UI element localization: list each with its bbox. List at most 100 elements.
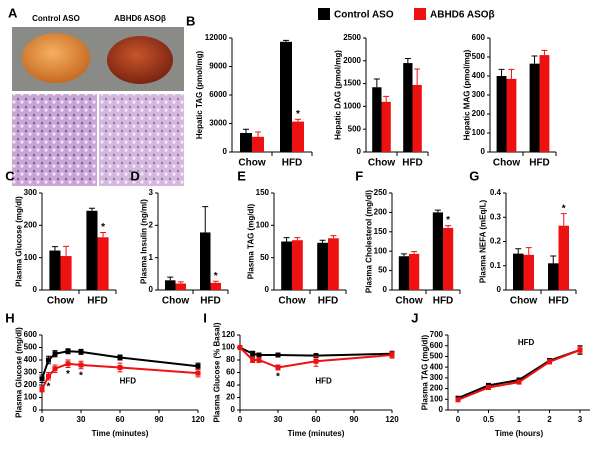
legend-swatch [318, 8, 330, 20]
point [389, 352, 395, 358]
y-tick-label: 50 [260, 253, 269, 262]
bar [403, 63, 413, 152]
point [256, 352, 262, 358]
y-tick-label: 100 [222, 343, 236, 352]
bar [381, 101, 391, 152]
point [46, 357, 51, 363]
point [275, 352, 281, 358]
error-bar [434, 209, 441, 213]
point [577, 347, 583, 353]
error-bar [88, 207, 95, 211]
bar [372, 87, 382, 152]
point [39, 376, 45, 382]
bar [548, 263, 559, 290]
y-axis-label: Plasma TAG (mg/dl) [246, 203, 255, 279]
x-axis-label: Time (hours) [495, 429, 544, 438]
point [39, 386, 45, 392]
y-tick-label: 600 [472, 33, 486, 42]
y-axis-label: Hepatic MAG (pmol/mg) [462, 49, 471, 140]
y-tick-label: 200 [24, 220, 38, 229]
y-tick-label: 700 [430, 330, 444, 339]
significance-mark: * [101, 222, 105, 233]
y-axis-label: Plasma NEFA (mEq/L) [478, 200, 487, 284]
y-tick-label: 100 [256, 220, 270, 229]
y-tick-label: 500 [348, 124, 362, 133]
error-bar [560, 213, 567, 226]
point [256, 357, 262, 363]
error-bar [255, 131, 261, 137]
x-axis-label: Time (minutes) [92, 429, 149, 438]
bar [86, 210, 98, 290]
y-tick-label: 250 [374, 188, 388, 197]
error-bar [508, 68, 515, 79]
error-bar [498, 68, 505, 76]
y-tick-label: 3 [149, 188, 154, 197]
panel-letter: C [5, 168, 15, 183]
error-bar [319, 239, 326, 243]
x-tick-label: HFD [548, 296, 569, 307]
error-bar [51, 246, 58, 251]
x-tick-label: HFD [433, 296, 454, 307]
point [52, 366, 58, 372]
y-tick-label: 12000 [205, 33, 228, 42]
y-tick-label: 0.1 [490, 261, 502, 270]
liver-abhd6 [107, 36, 173, 84]
x-tick-label: Chow [510, 296, 537, 307]
point [486, 385, 491, 390]
y-tick-label: 1000 [343, 102, 361, 111]
error-bar [445, 225, 452, 228]
x-tick-label: Chow [47, 296, 74, 307]
point [455, 397, 461, 403]
x-tick-label: 30 [274, 415, 283, 424]
significance-mark: * [296, 109, 300, 120]
bar [175, 283, 186, 290]
point [547, 359, 552, 365]
y-tick-label: 100 [472, 128, 486, 137]
error-bar [202, 206, 209, 233]
point [275, 365, 281, 370]
error-bar [243, 128, 249, 133]
y-tick-label: 20 [226, 393, 235, 402]
x-tick-label: 120 [191, 415, 205, 424]
point [78, 362, 84, 368]
bar [60, 256, 72, 290]
y-axis-label: Plasma Glucose (% Basal) [212, 322, 221, 422]
bar [292, 121, 304, 152]
y-tick-label: 500 [430, 352, 444, 361]
liver-control [22, 33, 90, 83]
x-tick-label: Chow [395, 296, 422, 307]
y-axis-label: Plasma Glucose (mg/dl) [14, 327, 23, 418]
bar [398, 256, 409, 290]
legend-label: ABHD6 ASOβ [430, 10, 495, 21]
error-bar [515, 248, 522, 254]
legend-swatch [414, 8, 426, 20]
y-tick-label: 2 [149, 220, 154, 229]
error-bar [404, 58, 411, 64]
bar [409, 253, 420, 290]
x-tick-label: Chow [278, 296, 305, 307]
y-tick-label: 200 [374, 208, 388, 217]
error-bar [411, 251, 418, 254]
error-bar [531, 55, 538, 64]
x-tick-label: Chow [493, 158, 520, 169]
bar [443, 227, 454, 290]
error-bar [167, 276, 174, 281]
y-tick-label: 300 [430, 373, 444, 382]
line [457, 349, 581, 401]
y-tick-label: 1 [149, 253, 154, 262]
y-tick-label: 50 [378, 266, 387, 275]
bar [165, 280, 176, 290]
bar [558, 225, 569, 290]
error-bar [294, 237, 301, 241]
legend-label: Control ASO [334, 10, 394, 21]
point [65, 348, 71, 354]
bar [292, 240, 303, 290]
y-tick-label: 0 [33, 285, 38, 294]
y-tick-label: 400 [472, 71, 486, 80]
x-tick-label: 120 [385, 415, 399, 424]
point [117, 355, 123, 360]
panel-letter: D [130, 168, 139, 183]
y-tick-label: 600 [430, 341, 444, 350]
x-tick-label: HFD [282, 158, 303, 169]
y-tick-label: 0 [33, 405, 38, 414]
